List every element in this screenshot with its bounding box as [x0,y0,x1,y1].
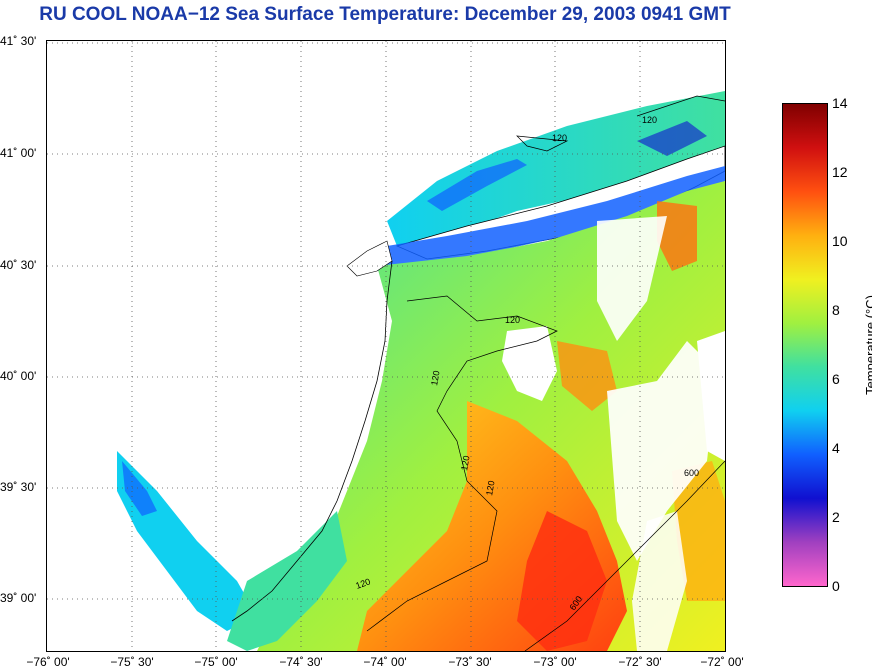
map-panel[interactable]: 120 120 120 120 120 120 120 600 600 [46,40,726,652]
temperature-colorbar [782,103,828,587]
lat-label: 40˚ 30' [0,258,37,272]
colorbar-tick: 2 [832,509,840,525]
lon-label: −72˚ 30' [618,655,662,669]
lon-label: −76˚ 00' [26,655,70,669]
colorbar-tick: 12 [832,164,848,180]
isobath-600 [524,460,725,651]
colorbar-tick: 8 [832,302,840,318]
contour-label: 120 [354,576,372,591]
contour-label: 120 [459,455,471,472]
cloud-gap-2 [597,216,667,341]
delaware-bay [117,451,257,631]
grid-lines [47,41,725,651]
cloud-gap-5 [697,331,725,461]
sst-map: 120 120 120 120 120 120 120 600 600 [47,41,725,651]
warm-patch-east [657,201,697,271]
contour-label: 120 [484,480,496,497]
contour-label: 120 [552,133,567,143]
long-island-sound [387,91,725,246]
colorbar-tick: 14 [832,95,848,111]
isobath-120 [366,95,725,632]
colorbar-label: Temperature (°C) [863,295,872,395]
delaware-bay-inner [122,461,157,516]
contour-label: 120 [429,370,441,387]
warm-patch-north [557,341,617,411]
lon-label: −72˚ 00' [700,655,744,669]
sound-east-cold [637,121,707,156]
colorbar-tick: 10 [832,233,848,249]
cape-may-water [227,511,347,651]
lon-label: −74˚ 00' [363,655,407,669]
warm-patch-se [672,461,725,601]
lon-label: −73˚ 30' [448,655,492,669]
lon-label: −75˚ 30' [110,655,154,669]
lat-label: 39˚ 30' [0,480,37,494]
map-title: RU COOL NOAA−12 Sea Surface Temperature:… [39,4,731,25]
cloud-gap-4 [632,511,687,651]
lat-label: 41˚ 00' [0,146,37,160]
lon-label: −75˚ 00' [194,655,238,669]
contour-label: 120 [505,315,520,325]
colorbar-tick: 6 [832,371,840,387]
colorbar-tick: 0 [832,578,840,594]
lat-label: 40˚ 00' [0,369,37,383]
contour-label: 600 [684,468,699,478]
cloud-gap-3 [607,341,717,561]
cloud-gap-1 [502,326,557,401]
sound-cold-edge [427,159,527,211]
lon-label: −73˚ 00' [533,655,577,669]
warmest-core [517,511,607,651]
lon-label: −74˚ 30' [279,655,323,669]
ny-harbor-coast [346,240,393,277]
nj-coastline [231,260,393,622]
colorbar-tick: 4 [832,440,840,456]
south-shore-band [377,166,725,271]
lat-label: 39˚ 00' [0,591,37,605]
contour-label: 120 [642,115,657,125]
lat-label: 41˚ 30' [0,34,37,48]
